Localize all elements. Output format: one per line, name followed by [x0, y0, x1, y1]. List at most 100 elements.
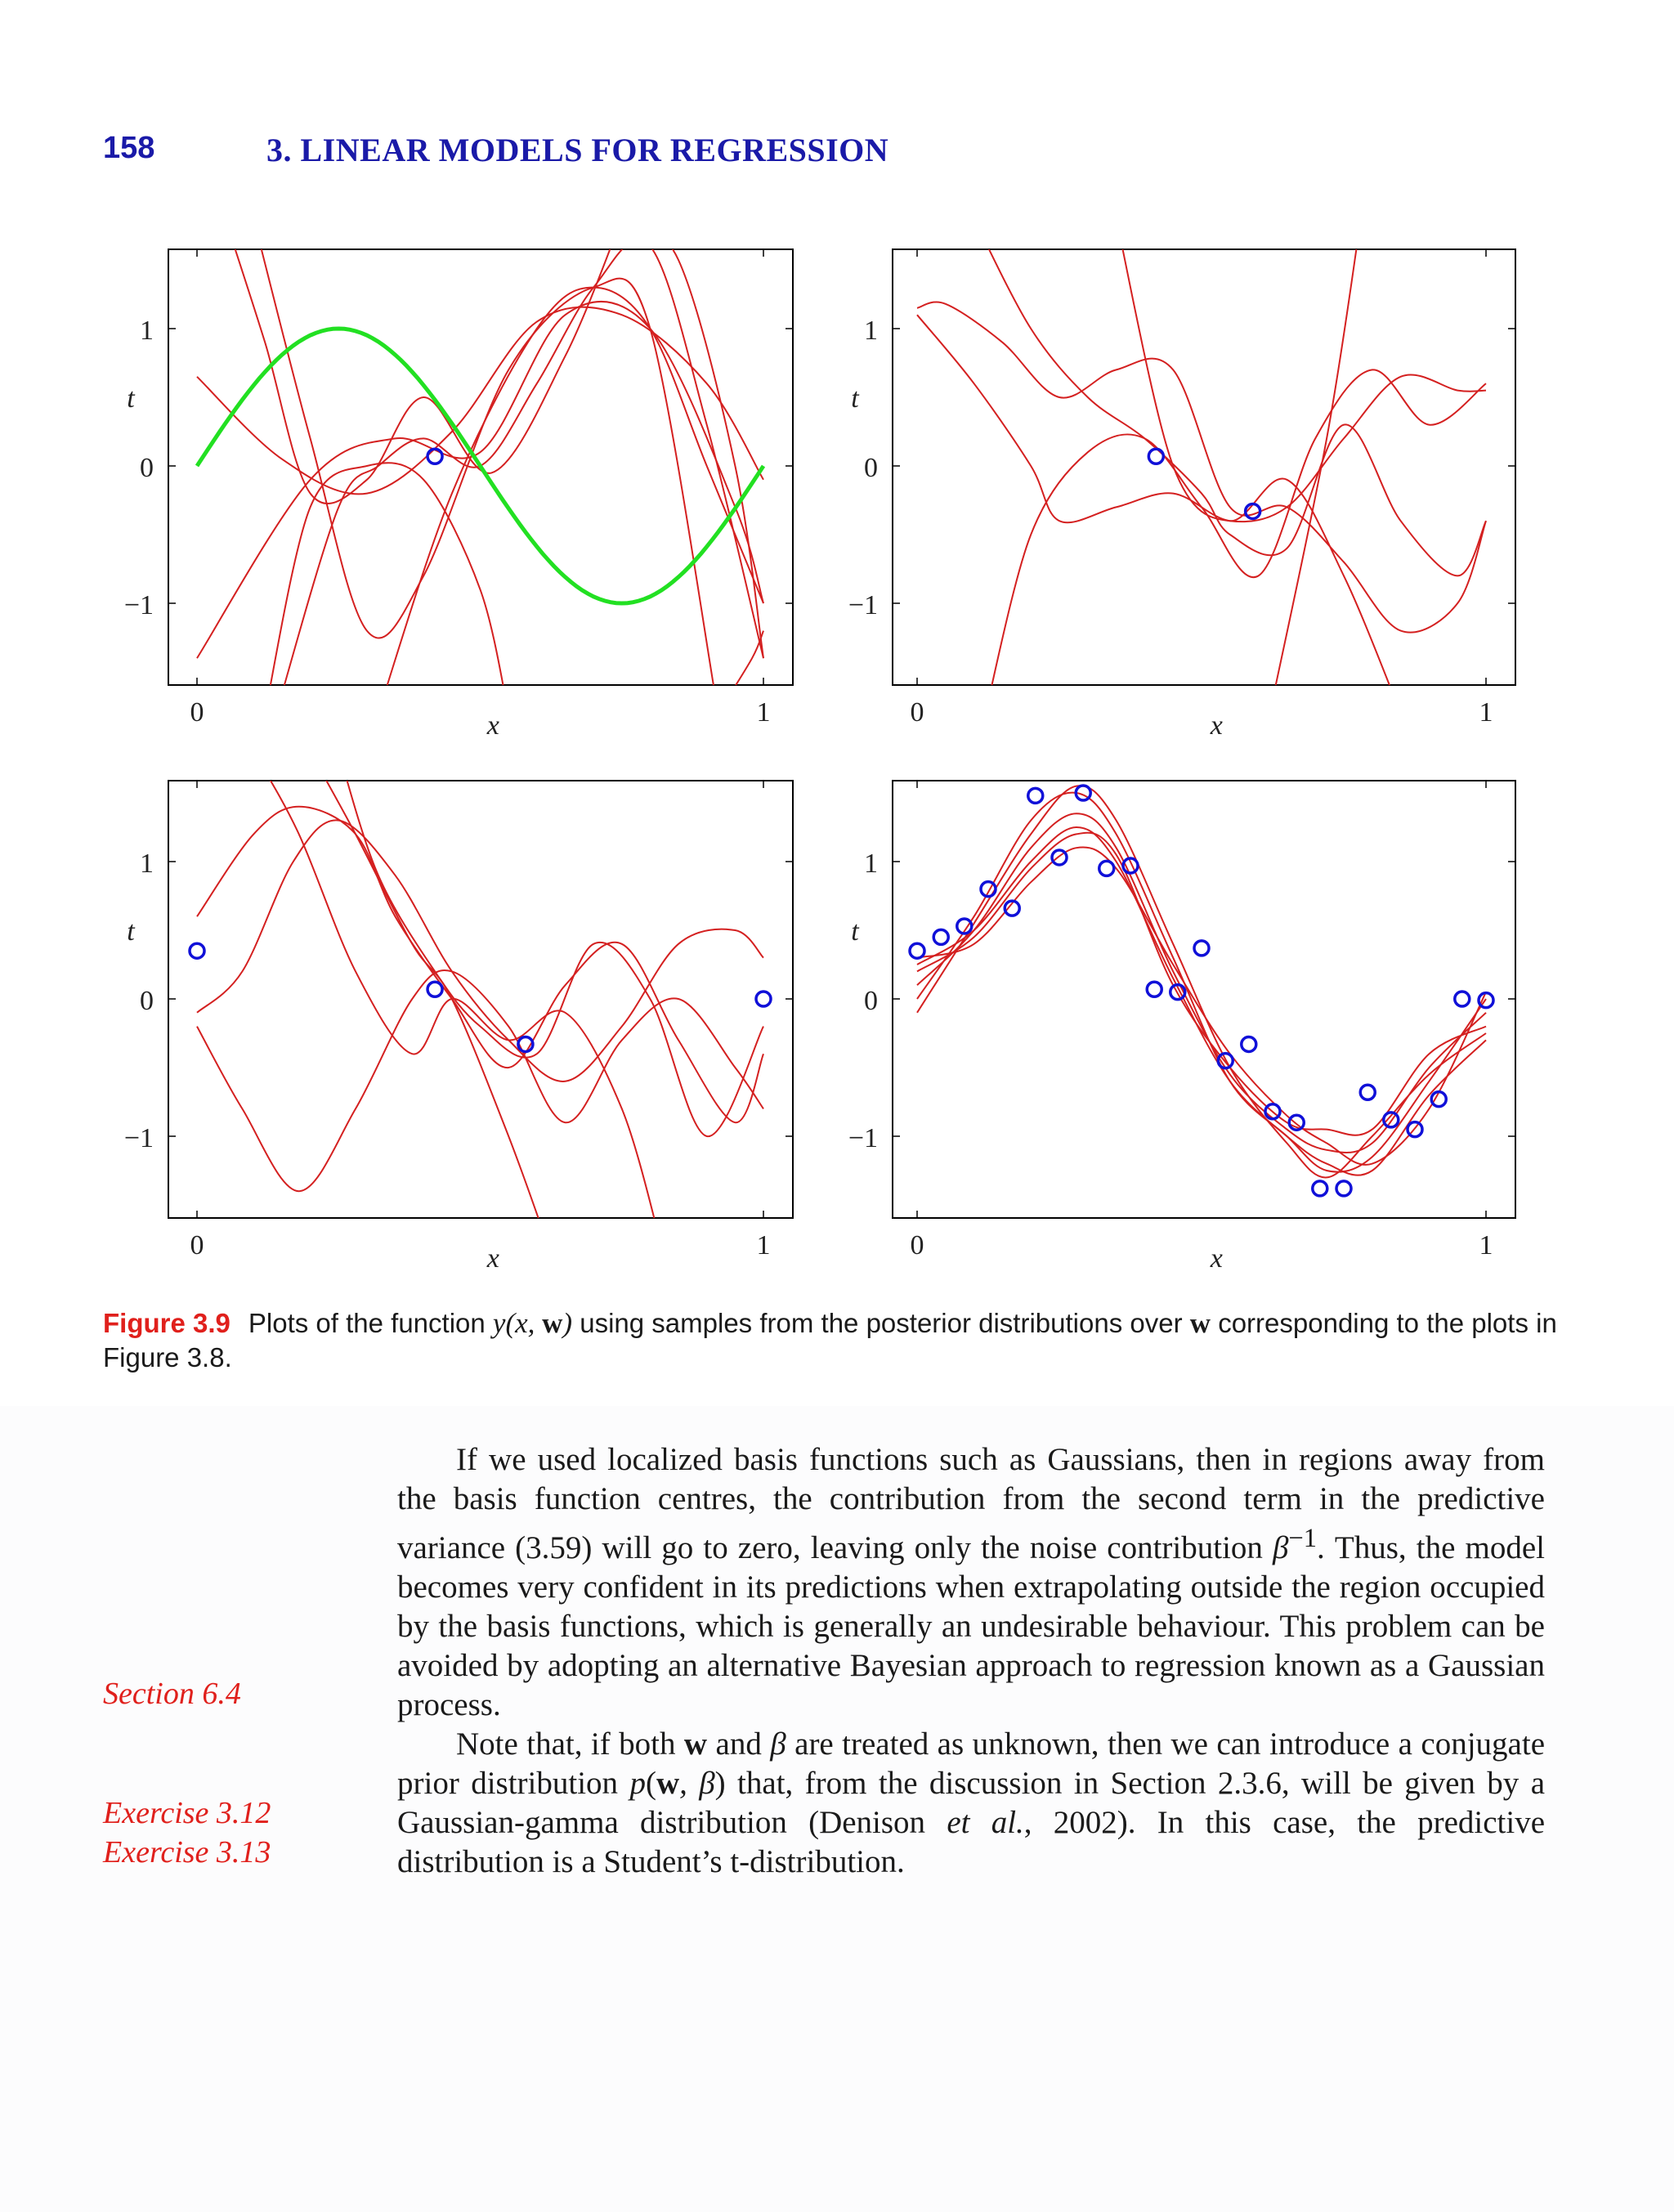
caption-math-w: w [542, 1307, 563, 1339]
sample-curve [916, 826, 1487, 1176]
sample-curve [269, 781, 656, 1218]
data-point [1145, 980, 1163, 998]
y-tick-label: 0 [864, 453, 878, 483]
panel-top-left: 1 0 −1 0 1 x t [124, 249, 794, 741]
plot-area [916, 249, 1487, 685]
sample-curve [196, 819, 764, 1082]
sample-curve [916, 314, 1487, 524]
data-point [754, 990, 772, 1008]
margin-note-exercise-1[interactable]: Exercise 3.12 [103, 1796, 271, 1830]
p2-beta: β [770, 1726, 786, 1762]
figure-caption: Figure 3.9 Plots of the function y(x, w) … [103, 1306, 1566, 1375]
y-tick-label: 0 [140, 453, 154, 483]
p2-text-a: Note that, if both [456, 1726, 684, 1762]
sample-curve [735, 630, 764, 685]
data-point [1243, 502, 1262, 521]
sample-curve [283, 249, 764, 685]
y-tick-label: 1 [864, 849, 878, 879]
caption-math-close: ) [562, 1307, 573, 1339]
plot-frame [892, 249, 1516, 686]
plot-area [916, 785, 1487, 1179]
figure-label: Figure 3.9 [103, 1308, 231, 1338]
x-axis-label: x [1210, 1243, 1223, 1274]
true-function-curve [195, 326, 766, 606]
p2-w2: w [656, 1766, 680, 1801]
p2-etal: et al. [947, 1805, 1024, 1840]
data-point [1121, 857, 1139, 875]
plot-frame [168, 780, 794, 1219]
panel-top-right: 1 0 −1 0 1 x t [848, 249, 1516, 741]
p2-text-c: that, from the discussion in Section 2.3… [397, 1766, 1545, 1840]
y-tick-label: −1 [124, 1123, 154, 1153]
data-point [1147, 447, 1166, 465]
sample-curve [234, 249, 611, 504]
p1-text-a: If we used localized basis functions suc… [397, 1442, 1545, 1565]
x-tick-label: 0 [911, 697, 924, 728]
plot-frame [892, 780, 1516, 1219]
page-number: 158 [103, 131, 155, 165]
data-point [1477, 991, 1495, 1010]
y-axis-label: t [851, 383, 860, 414]
data-point [1335, 1180, 1353, 1198]
margin-note-section[interactable]: Section 6.4 [103, 1677, 241, 1711]
sample-curve [196, 300, 764, 659]
chapter-title: 3. LINEAR MODELS FOR REGRESSION [266, 132, 889, 168]
data-point [1358, 1083, 1376, 1101]
y-tick-label: 1 [140, 849, 154, 879]
y-axis-label: t [127, 916, 136, 947]
data-point [932, 928, 950, 947]
sample-curve [916, 785, 1487, 1179]
sample-curve [269, 462, 504, 685]
body-text: If we used localized basis functions suc… [397, 1440, 1545, 1882]
data-point [1406, 1120, 1424, 1139]
sample-curve [196, 306, 764, 495]
sample-curve [196, 805, 764, 1124]
data-point [1264, 1103, 1282, 1121]
p2-paren-close: ) [714, 1766, 726, 1801]
data-point [1216, 1051, 1234, 1070]
sample-curve [1121, 249, 1390, 685]
sample-curve [916, 846, 1487, 1166]
p2-text-b: are treated as unknown, then we can intr… [397, 1726, 1546, 1801]
y-tick-label: −1 [848, 590, 878, 620]
x-tick-label: 0 [190, 697, 204, 728]
sample-curve [386, 286, 764, 685]
sample-curve [916, 813, 1487, 1153]
panel-bottom-left: 1 0 −1 0 1 x t [124, 780, 794, 1274]
x-axis-label: x [486, 710, 499, 741]
sample-curve [325, 781, 539, 1218]
sample-curve [196, 969, 764, 1193]
data-point [1193, 939, 1211, 957]
plot-area [196, 781, 764, 1218]
caption-text-after: corresponding to the plots in Figure 3.8… [103, 1308, 1557, 1372]
x-axis-label: x [1210, 710, 1223, 741]
y-tick-label: 0 [864, 986, 878, 1016]
p2-comma-beta: , β [679, 1766, 715, 1801]
figure-3-9-plots: 1 0 −1 0 1 x t 1 0 −1 0 1 x t 1 0 −1 0 1 x t 1 0 −1 0 1 x t [124, 249, 1516, 1274]
data-point [1430, 1090, 1448, 1108]
margin-note-exercise-2[interactable]: Exercise 3.13 [103, 1835, 271, 1869]
sample-curve [916, 301, 1487, 634]
x-tick-label: 1 [757, 697, 771, 728]
p2-text-d: , 2002). In this case, the predictive di… [397, 1805, 1546, 1879]
panel-bottom-right: 1 0 −1 0 1 x t [848, 780, 1516, 1274]
caption-math: y(x, [492, 1307, 543, 1339]
data-point [1453, 990, 1471, 1008]
data-point [1003, 899, 1021, 917]
y-tick-label: 1 [140, 316, 154, 346]
x-tick-label: 0 [190, 1230, 204, 1260]
data-point [188, 942, 206, 960]
data-point [979, 880, 997, 898]
y-tick-label: −1 [124, 590, 154, 620]
data-point [908, 942, 926, 960]
lower-band [0, 1406, 1674, 2212]
sample-curve [346, 781, 764, 1138]
data-point [1169, 983, 1187, 1001]
caption-math-w2: w [1189, 1307, 1211, 1339]
data-point [1098, 859, 1116, 878]
y-axis-label: t [127, 383, 136, 414]
caption-text: Plots of the function [248, 1308, 493, 1338]
data-point [1027, 786, 1045, 805]
x-tick-label: 0 [911, 1230, 924, 1260]
data-point [517, 1035, 535, 1054]
